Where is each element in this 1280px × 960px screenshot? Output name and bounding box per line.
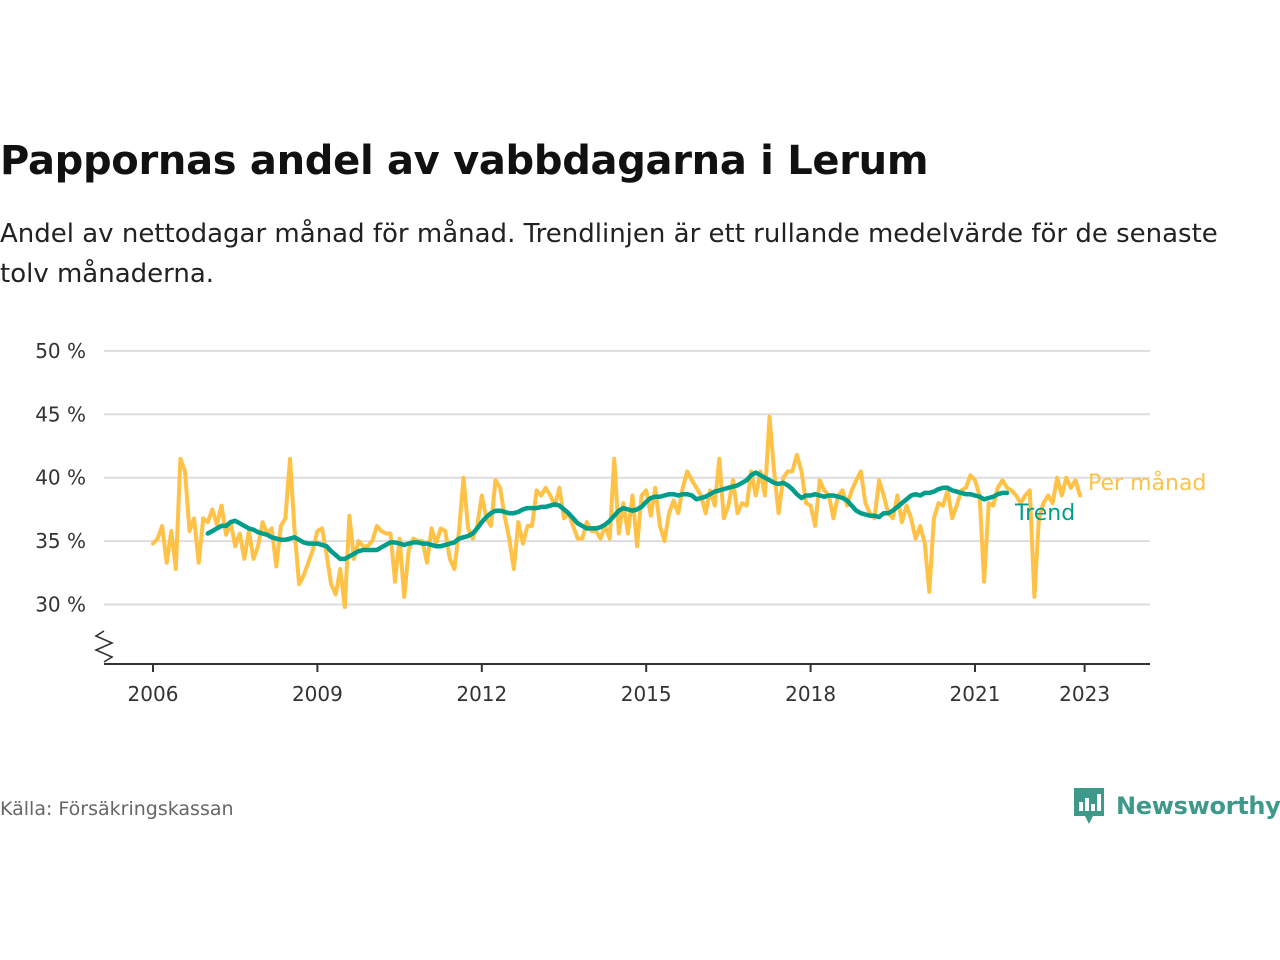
- axis-break-icon: [94, 630, 114, 663]
- x-tick-label: 2023: [1059, 682, 1110, 706]
- x-tick-label: 2018: [785, 682, 836, 706]
- label-trend: Trend: [1014, 501, 1075, 526]
- y-tick-label: 35 %: [35, 529, 86, 553]
- y-axis-ticks: 30 % 35 % 40 % 45 % 50 %: [35, 339, 86, 617]
- y-tick-label: 50 %: [35, 339, 86, 363]
- line-chart: 30 % 35 % 40 % 45 % 50 % 2006 2009 2012 2015 201…: [35, 339, 1206, 706]
- series-lines: [151, 414, 1082, 609]
- x-tick-label: 2009: [292, 682, 343, 706]
- x-tick-label: 2015: [621, 682, 672, 706]
- x-axis-ticks: 2006 2009 2012 2015 2018 2021 2023: [128, 664, 1110, 706]
- x-tick-label: 2012: [456, 682, 507, 706]
- x-tick-label: 2006: [128, 682, 179, 706]
- y-tick-label: 45 %: [35, 402, 86, 426]
- gridlines: [104, 349, 1150, 606]
- brand-name: Newsworthy: [1116, 792, 1280, 820]
- monthly-line: [151, 414, 1082, 609]
- newsworthy-logo: Newsworthy: [1072, 786, 1280, 826]
- trend-line: [205, 470, 1010, 562]
- chart-title: Pappornas andel av vabbdagarna i Lerum: [0, 138, 929, 184]
- y-tick-label: 30 %: [35, 593, 86, 617]
- x-axis: [94, 630, 1150, 665]
- label-monthly: Per månad: [1088, 470, 1206, 496]
- y-tick-label: 40 %: [35, 466, 86, 490]
- series-labels: Per månad Trend: [1014, 470, 1206, 526]
- x-tick-label: 2021: [950, 682, 1001, 706]
- chart-subtitle: Andel av nettodagar månad för månad. Tre…: [0, 219, 1218, 289]
- source-note: Källa: Försäkringskassan: [0, 798, 234, 820]
- bar-chart-icon: [1074, 788, 1104, 824]
